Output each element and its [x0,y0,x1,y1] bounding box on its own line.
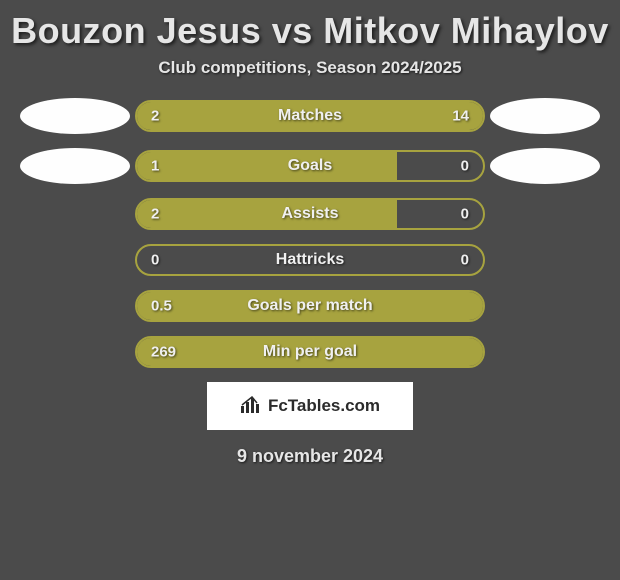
stat-right-value: 0 [461,206,469,223]
stat-bar: 0.5 Goals per match [135,290,485,322]
stat-left-value: 2 [151,206,159,223]
stat-label: Matches [278,107,342,125]
stat-left-value: 1 [151,158,159,175]
stat-row: 2 0 Assists [8,198,612,230]
bar-fill-left [137,200,397,228]
team-logo-right [490,148,600,184]
stat-bar: 269 Min per goal [135,336,485,368]
stat-bar: 2 0 Assists [135,198,485,230]
stat-row: 269 Min per goal [8,336,612,368]
stat-bar: 0 0 Hattricks [135,244,485,276]
stat-row: 0 0 Hattricks [8,244,612,276]
stat-label: Min per goal [263,343,357,361]
stat-label: Hattricks [276,251,344,269]
stat-label: Goals per match [247,297,372,315]
left-logo-slot [15,148,135,184]
team-logo-left [20,98,130,134]
team-logo-right [490,98,600,134]
comparison-card: Bouzon Jesus vs Mitkov Mihaylov Club com… [0,0,620,467]
stat-label: Assists [282,205,339,223]
stat-left-value: 269 [151,344,176,361]
left-logo-slot [15,98,135,134]
team-logo-left [20,148,130,184]
stat-left-value: 0.5 [151,298,172,315]
stat-row: 0.5 Goals per match [8,290,612,322]
date-text: 9 november 2024 [8,446,612,467]
page-subtitle: Club competitions, Season 2024/2025 [8,58,612,98]
right-logo-slot [485,148,605,184]
branding-badge[interactable]: FcTables.com [207,382,413,430]
stat-left-value: 2 [151,108,159,125]
stats-area: 2 14 Matches 1 0 Goals 2 0 Assists 0 0 Hattricks 0.5… [8,98,612,368]
stat-bar: 1 0 Goals [135,150,485,182]
stat-row: 1 0 Goals [8,148,612,184]
stat-bar: 2 14 Matches [135,100,485,132]
chart-icon [240,396,262,417]
bar-fill-left [137,152,397,180]
stat-right-value: 14 [452,108,469,125]
stat-row: 2 14 Matches [8,98,612,134]
branding-label: FcTables.com [268,396,380,416]
page-title: Bouzon Jesus vs Mitkov Mihaylov [8,0,612,58]
stat-left-value: 0 [151,252,159,269]
stat-right-value: 0 [461,252,469,269]
stat-label: Goals [288,157,332,175]
right-logo-slot [485,98,605,134]
stat-right-value: 0 [461,158,469,175]
